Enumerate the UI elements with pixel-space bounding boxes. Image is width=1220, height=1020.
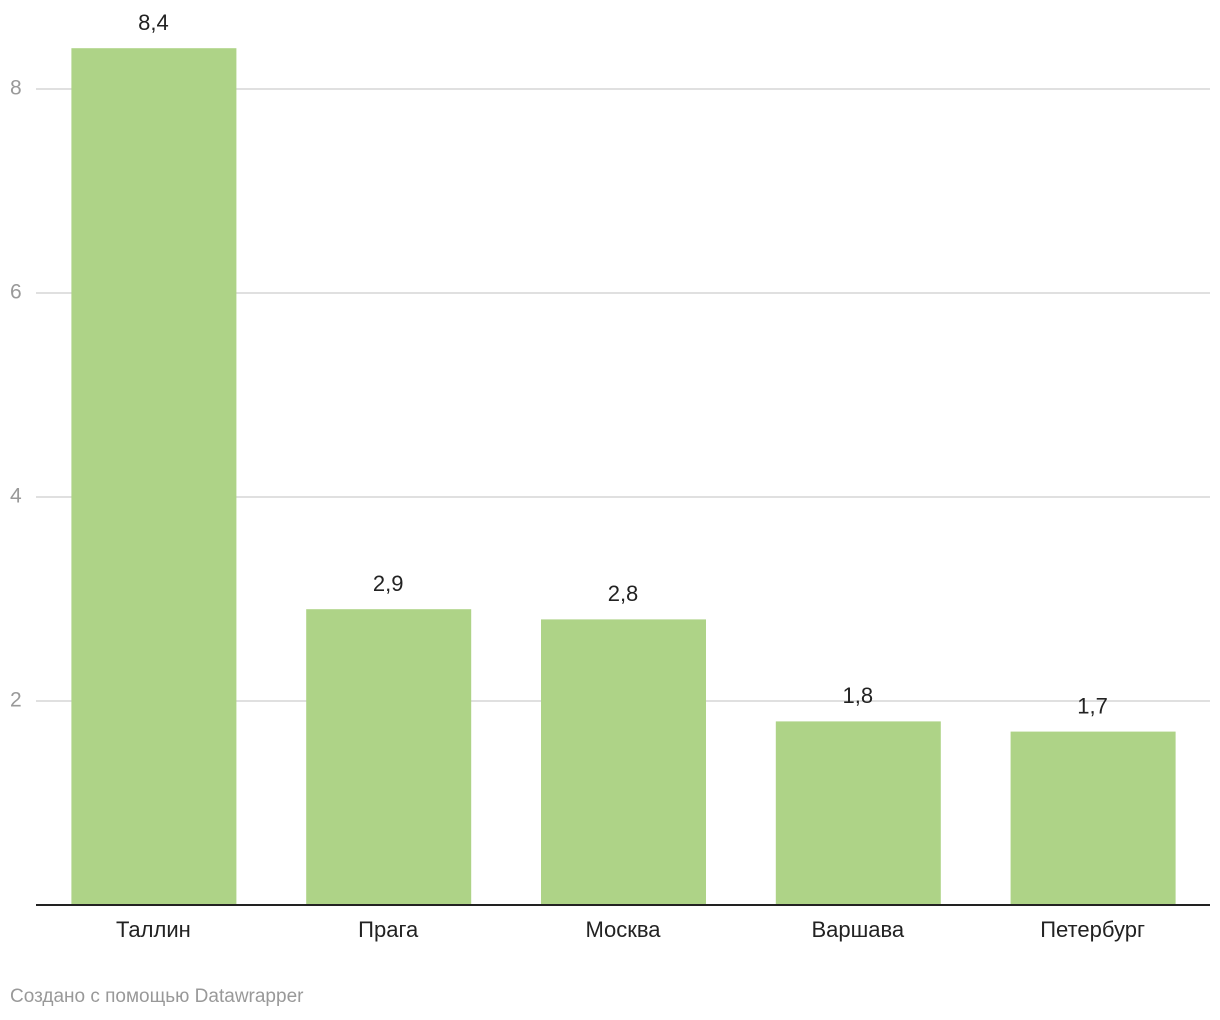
bar bbox=[541, 619, 706, 905]
x-tick-label: Таллин bbox=[116, 917, 191, 942]
value-label: 2,9 bbox=[373, 571, 404, 596]
y-tick-label: 4 bbox=[10, 485, 22, 508]
bar bbox=[775, 721, 941, 905]
x-tick-label: Петербург bbox=[1040, 917, 1145, 942]
bar bbox=[306, 609, 472, 905]
y-tick-label: 2 bbox=[10, 689, 22, 712]
y-tick-label: 6 bbox=[10, 281, 22, 304]
bar bbox=[1010, 731, 1176, 905]
value-label: 2,8 bbox=[608, 581, 639, 606]
x-tick-label: Прага bbox=[358, 917, 419, 942]
x-tick-label: Москва bbox=[585, 917, 661, 942]
bar bbox=[71, 48, 237, 905]
y-tick-label: 8 bbox=[10, 77, 22, 100]
value-label: 1,7 bbox=[1077, 693, 1108, 718]
value-label: 8,4 bbox=[138, 10, 169, 35]
credit: Создано с помощью Datawrapper bbox=[10, 986, 304, 1007]
x-tick-label: Варшава bbox=[811, 917, 904, 942]
value-label: 1,8 bbox=[843, 683, 874, 708]
